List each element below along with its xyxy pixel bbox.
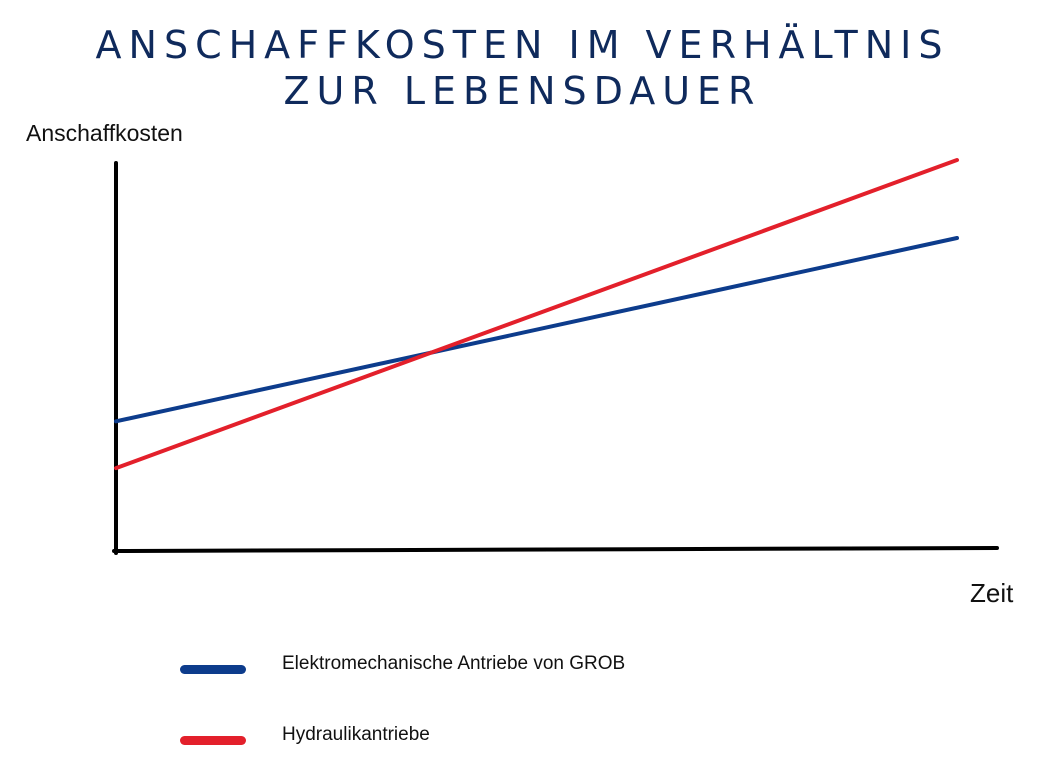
legend-swatch-electromechanical: [180, 665, 246, 674]
legend-swatch-hydraulic: [180, 736, 246, 745]
chart-title-line-1: ANSCHAFFKOSTEN IM VERHÄLTNIS: [95, 23, 950, 67]
x-axis-label: Zeit: [970, 578, 1014, 608]
y-axis-label: Anschaffkosten: [26, 120, 183, 146]
chart-title: ANSCHAFFKOSTEN IM VERHÄLTNIS ZUR LEBENSD…: [0, 22, 1045, 114]
series-line-electromechanical: [114, 236, 959, 424]
legend-item-electromechanical: Elektromechanische Antriebe von GROB: [180, 653, 625, 674]
series-line-hydraulic: [114, 158, 959, 471]
chart-title-line-2: ZUR LEBENSDAUER: [283, 69, 762, 113]
x-axis-line: [112, 546, 999, 553]
legend-label-hydraulic: Hydraulikantriebe: [282, 724, 430, 745]
legend-label-electromechanical: Elektromechanische Antriebe von GROB: [282, 653, 626, 674]
legend-item-hydraulic: Hydraulikantriebe: [180, 724, 430, 745]
